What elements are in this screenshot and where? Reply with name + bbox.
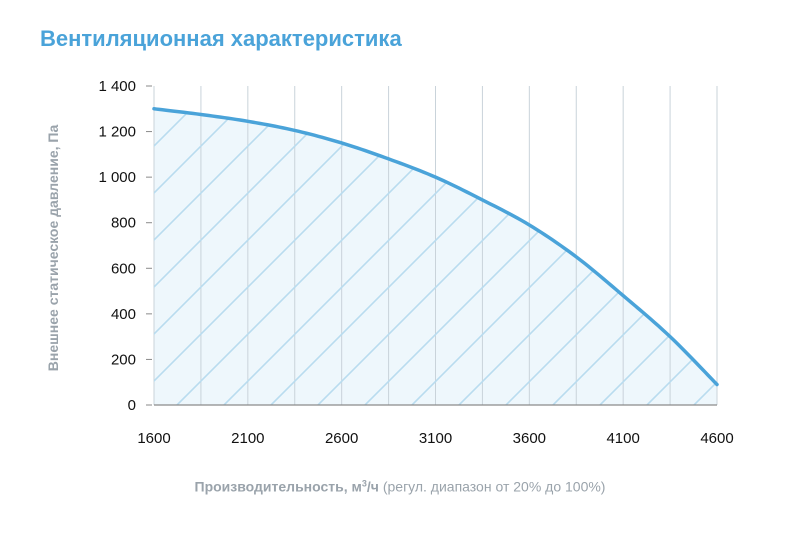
- hatch-line: [552, 108, 717, 405]
- x-tick-label: 3100: [419, 430, 452, 447]
- hatch-line: [693, 108, 717, 405]
- y-tick-label: 0: [128, 397, 136, 414]
- y-tick-label: 800: [111, 215, 136, 232]
- plot-area: 0 200 400 600 800 1 000 1 200 1 400 1600 2100 2600…: [98, 5, 800, 447]
- hatch-line: [788, 5, 800, 405]
- x-axis-label: Производительность, м3/ч (регул. диапазо…: [0, 478, 800, 495]
- hatch-line: [154, 108, 531, 405]
- y-tick-label: 1 200: [98, 124, 136, 141]
- hatch-line: [270, 108, 672, 405]
- x-axis-label-note: (регул. диапазон от 20% до 100%): [382, 478, 606, 495]
- hatch-line: [154, 108, 155, 405]
- x-tick-label: 2100: [231, 430, 264, 447]
- pressure-curve: [152, 107, 719, 387]
- x-tick-label: 1600: [137, 430, 170, 447]
- x-axis-label-unit: /ч: [366, 478, 379, 495]
- x-tick-label: 4100: [606, 430, 639, 447]
- y-tick-label: 1 400: [98, 78, 136, 95]
- hatch-line: [599, 108, 717, 405]
- y-tick-label: 1 000: [98, 169, 136, 186]
- hatch-line: [154, 108, 390, 405]
- x-axis-label-sup: 3: [361, 478, 367, 488]
- x-axis-label-main: Производительность, м: [194, 478, 362, 495]
- x-tick-label: 4600: [700, 430, 733, 447]
- chart-title: Вентиляционная характеристика: [40, 26, 402, 51]
- y-tick-label: 400: [111, 306, 136, 323]
- hatch-line: [223, 108, 625, 405]
- x-tick-label: 2600: [325, 430, 358, 447]
- y-axis-label: Внешнее статическое давление, Па: [45, 125, 61, 372]
- hatch-line: [176, 108, 578, 405]
- hatch-line: [154, 108, 437, 405]
- y-tick-label: 600: [111, 260, 136, 277]
- y-tick-label: 200: [111, 351, 136, 368]
- x-tick-label: 3600: [513, 430, 546, 447]
- hatch-line: [154, 108, 484, 405]
- hatch-line: [741, 5, 800, 405]
